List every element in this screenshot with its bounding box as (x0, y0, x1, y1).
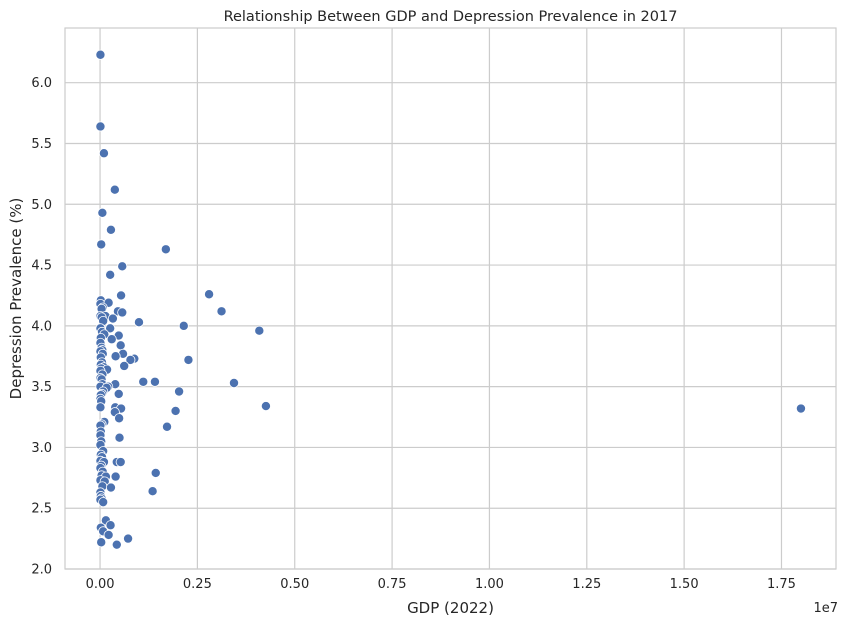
data-point (105, 269, 116, 280)
y-tick-label: 3.5 (31, 380, 52, 395)
x-tick-label: 1.00 (475, 577, 504, 592)
y-tick-label: 2.0 (31, 563, 52, 578)
data-point (113, 388, 124, 399)
data-point (183, 354, 194, 365)
y-tick-label: 5.5 (31, 137, 52, 152)
data-point (116, 290, 127, 301)
data-point (98, 148, 109, 159)
data-point (95, 402, 106, 413)
data-point (138, 376, 149, 387)
x-tick-labels: 0.00 0.25 0.50 0.75 1.00 1.25 1.50 1.75 (86, 577, 796, 592)
y-gridlines (65, 82, 836, 570)
data-point (795, 403, 806, 414)
data-point (105, 323, 116, 334)
data-point (147, 486, 158, 497)
x-tick-label: 1.50 (670, 577, 699, 592)
data-point (114, 432, 125, 443)
data-point (123, 533, 134, 544)
data-point (178, 320, 189, 331)
data-point (216, 306, 227, 317)
plot-background (65, 28, 836, 569)
x-tick-label: 1.25 (572, 577, 601, 592)
data-point (133, 317, 144, 328)
x-gridlines (99, 28, 783, 569)
plot-frame (64, 27, 837, 570)
data-point (125, 354, 136, 365)
data-point (160, 244, 171, 255)
data-point (98, 497, 109, 508)
x-tick-label: 0.00 (86, 577, 115, 592)
x-tick-label: 0.75 (378, 577, 407, 592)
y-tick-label: 2.5 (31, 502, 52, 517)
data-point (107, 313, 118, 324)
x-tick-label: 0.25 (183, 577, 212, 592)
data-point (110, 471, 121, 482)
data-point (228, 377, 239, 388)
data-point (119, 360, 130, 371)
data-point (115, 340, 126, 351)
data-point (174, 386, 185, 397)
data-point (111, 539, 122, 550)
chart-title: Relationship Between GDP and Depression … (224, 9, 678, 25)
data-point (95, 121, 106, 132)
data-point (110, 351, 121, 362)
data-point (105, 520, 116, 531)
x-tick-label: 0.50 (280, 577, 309, 592)
data-point (260, 401, 271, 412)
data-point (96, 239, 107, 250)
x-offset-label: 1e7 (813, 601, 838, 616)
data-point (96, 537, 107, 548)
data-point (162, 421, 173, 432)
y-axis-label: Depression Prevalence (%) (7, 198, 25, 400)
x-axis-label: GDP (2022) (407, 599, 494, 617)
y-tick-label: 5.0 (31, 198, 52, 213)
data-point (97, 207, 108, 218)
data-point (117, 261, 128, 272)
data-points (95, 49, 806, 550)
data-point (115, 457, 126, 468)
data-point (109, 184, 120, 195)
data-point (105, 224, 116, 235)
data-point (117, 307, 128, 318)
y-tick-label: 3.0 (31, 441, 52, 456)
data-point (95, 49, 106, 60)
y-tick-label: 4.0 (31, 319, 52, 334)
data-point (149, 376, 160, 387)
data-point (254, 325, 265, 336)
data-point (114, 413, 125, 424)
y-tick-labels: 2.0 2.5 3.0 3.5 4.0 4.5 5.0 5.5 6.0 (31, 76, 52, 577)
data-point (204, 289, 215, 300)
data-point (103, 529, 114, 540)
data-point (170, 405, 181, 416)
y-tick-label: 4.5 (31, 259, 52, 274)
data-point (106, 334, 117, 345)
y-tick-label: 6.0 (31, 76, 52, 91)
data-point (150, 467, 161, 478)
data-point (105, 482, 116, 493)
x-tick-label: 1.75 (767, 577, 796, 592)
